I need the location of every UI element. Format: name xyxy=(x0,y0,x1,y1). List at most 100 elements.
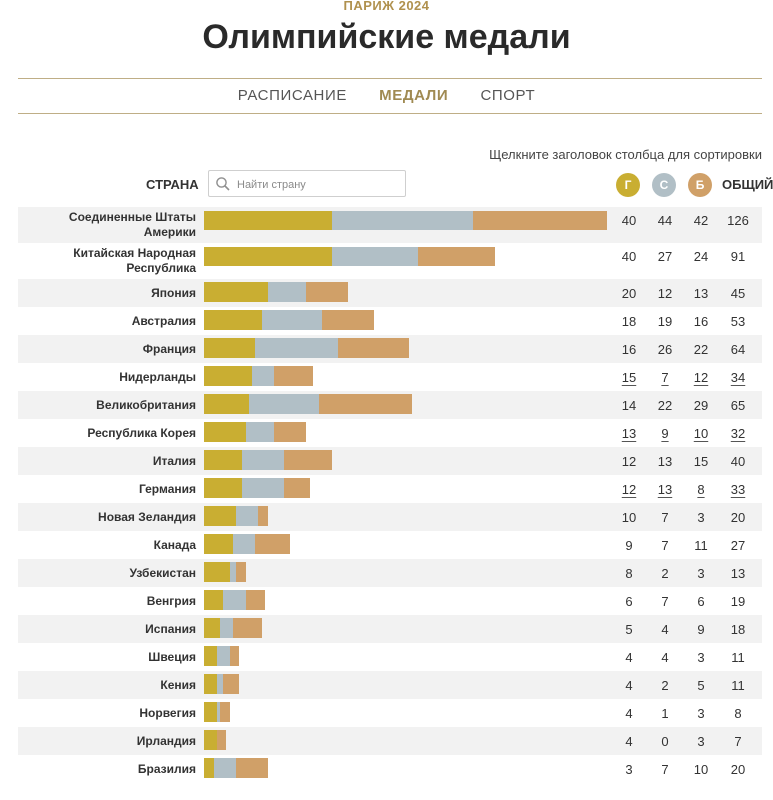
gold-count[interactable]: 15 xyxy=(621,369,637,385)
gold-count: 18 xyxy=(621,313,637,329)
bronze-bar-segment xyxy=(216,730,227,750)
gold-bar-segment xyxy=(204,211,332,230)
gold-count: 40 xyxy=(621,212,637,228)
total-count: 20 xyxy=(730,509,746,525)
table-row[interactable]: Швеция 4 4 3 11 xyxy=(18,643,762,671)
gold-count[interactable]: 13 xyxy=(621,425,637,441)
tab-schedule[interactable]: РАСПИСАНИЕ xyxy=(237,87,347,104)
bronze-count: 42 xyxy=(693,212,709,228)
table-row[interactable]: Ирландия 4 0 3 7 xyxy=(18,727,762,755)
gold-count: 4 xyxy=(625,649,633,665)
tab-sports[interactable]: СПОРТ xyxy=(480,87,536,104)
table-row[interactable]: Испания 5 4 9 18 xyxy=(18,615,762,643)
silver-count: 0 xyxy=(661,733,669,749)
silver-bar-segment xyxy=(242,450,284,470)
silver-count: 22 xyxy=(657,397,673,413)
table-row[interactable]: Соединенные Штаты Америки 40 44 42 126 xyxy=(18,207,762,243)
gold-count: 4 xyxy=(625,705,633,721)
gold-count[interactable]: 12 xyxy=(621,481,637,497)
table-row[interactable]: Бразилия 3 7 10 20 xyxy=(18,755,762,783)
total-count[interactable]: 32 xyxy=(730,425,746,441)
sort-hint: Щелкните заголовок столбца для сортировк… xyxy=(489,147,762,162)
bronze-count: 3 xyxy=(697,649,705,665)
bronze-count: 3 xyxy=(697,733,705,749)
table-row[interactable]: Нидерланды 15 7 12 34 xyxy=(18,363,762,391)
country-name: Италия xyxy=(152,453,196,468)
medal-bar xyxy=(204,534,291,554)
bronze-count: 5 xyxy=(697,677,705,693)
table-row[interactable]: Республика Корея 13 9 10 32 xyxy=(18,419,762,447)
bronze-count[interactable]: 10 xyxy=(693,425,709,441)
table-row[interactable]: Узбекистан 8 2 3 13 xyxy=(18,559,762,587)
bronze-count: 3 xyxy=(697,705,705,721)
silver-count[interactable]: 7 xyxy=(661,369,669,385)
bronze-count[interactable]: 8 xyxy=(697,481,705,497)
silver-count: 1 xyxy=(661,705,669,721)
bronze-bar-segment xyxy=(219,702,230,722)
gold-bar-segment xyxy=(204,730,217,750)
total-count: 65 xyxy=(730,397,746,413)
medal-bar xyxy=(204,211,608,230)
table-row[interactable]: Германия 12 13 8 33 xyxy=(18,475,762,503)
gold-count: 40 xyxy=(621,248,637,264)
country-name: Венгрия xyxy=(146,593,196,608)
bronze-bar-segment xyxy=(232,618,262,638)
bronze-count: 13 xyxy=(693,285,709,301)
bronze-bar-segment xyxy=(322,310,374,330)
gold-bar-segment xyxy=(204,366,252,386)
gold-bar-segment xyxy=(204,338,256,358)
table-row[interactable]: Китайская Народная Республика 40 27 24 91 xyxy=(18,243,762,279)
silver-bar-segment xyxy=(248,394,320,414)
tab-medals[interactable]: МЕДАЛИ xyxy=(379,87,449,104)
gold-bar-segment xyxy=(204,422,246,442)
total-count[interactable]: 33 xyxy=(730,481,746,497)
bronze-count: 15 xyxy=(693,453,709,469)
table-row[interactable]: Норвегия 4 1 3 8 xyxy=(18,699,762,727)
silver-count[interactable]: 9 xyxy=(661,425,669,441)
silver-bar-segment xyxy=(232,534,256,554)
total-count: 11 xyxy=(731,649,745,665)
gold-bar-segment xyxy=(204,282,268,302)
table-row[interactable]: Австралия 18 19 16 53 xyxy=(18,307,762,335)
gold-column-header[interactable]: Г xyxy=(616,173,640,197)
table-row[interactable]: Новая Зеландия 10 7 3 20 xyxy=(18,503,762,531)
gold-bar-segment xyxy=(204,394,249,414)
table-row[interactable]: Италия 12 13 15 40 xyxy=(18,447,762,475)
medal-table: Соединенные Штаты Америки 40 44 42 126 Китайс… xyxy=(18,207,762,783)
table-row[interactable]: Канада 9 7 11 27 xyxy=(18,531,762,559)
country-name: Узбекистан xyxy=(129,565,196,580)
total-count[interactable]: 34 xyxy=(730,369,746,385)
nav-tabs: РАСПИСАНИЕ МЕДАЛИ СПОРТ xyxy=(0,87,773,104)
country-name: Австралия xyxy=(131,313,196,328)
table-row[interactable]: Венгрия 6 7 6 19 xyxy=(18,587,762,615)
total-count: 53 xyxy=(730,313,746,329)
bronze-column-header[interactable]: Б xyxy=(688,173,712,197)
total-count: 40 xyxy=(730,453,746,469)
silver-count: 7 xyxy=(661,537,669,553)
bronze-bar-segment xyxy=(274,366,313,386)
country-name: Великобритания xyxy=(96,397,196,412)
gold-bar-segment xyxy=(204,646,217,666)
table-row[interactable]: Кения 4 2 5 11 xyxy=(18,671,762,699)
event-label: ПАРИЖ 2024 xyxy=(343,0,430,13)
bronze-count[interactable]: 12 xyxy=(693,369,709,385)
medal-bar xyxy=(204,702,230,722)
country-column-header[interactable]: СТРАНА xyxy=(146,177,199,192)
total-column-header[interactable]: ОБЩИЙ xyxy=(722,177,773,192)
bronze-count: 16 xyxy=(693,313,709,329)
gold-count: 16 xyxy=(621,341,637,357)
bronze-bar-segment xyxy=(418,247,496,266)
silver-count[interactable]: 13 xyxy=(657,481,673,497)
gold-bar-segment xyxy=(204,674,217,694)
bronze-count: 22 xyxy=(693,341,709,357)
table-row[interactable]: Франция 16 26 22 64 xyxy=(18,335,762,363)
table-row[interactable]: Япония 20 12 13 45 xyxy=(18,279,762,307)
table-row[interactable]: Великобритания 14 22 29 65 xyxy=(18,391,762,419)
silver-column-header[interactable]: С xyxy=(652,173,676,197)
country-name: Кения xyxy=(160,677,196,692)
search-icon xyxy=(215,176,231,192)
country-search xyxy=(208,170,406,197)
gold-count: 20 xyxy=(621,285,637,301)
search-input[interactable] xyxy=(235,173,405,196)
silver-bar-segment xyxy=(252,366,275,386)
